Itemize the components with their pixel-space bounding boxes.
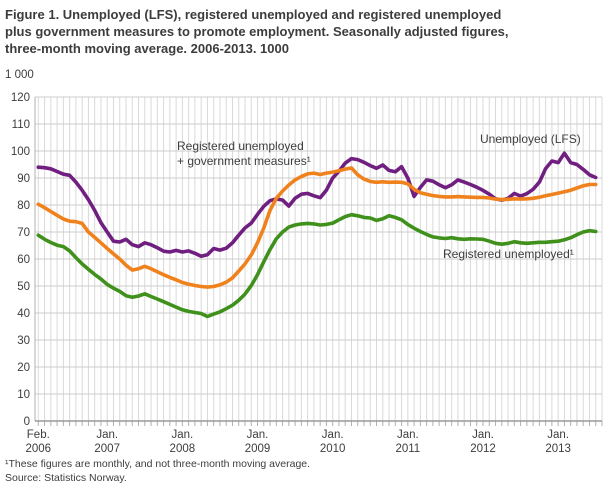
y-axis-tick-label: 80 <box>17 200 30 212</box>
series-label-registered-unemployed: Registered unemployed¹ <box>443 247 574 261</box>
series-label-registered-plus-measures-line2: + government measures¹ <box>177 154 311 168</box>
series-line-registered-plus-measures <box>36 166 598 289</box>
y-axis-tick-label: 10 <box>17 389 30 401</box>
y-axis-tick-label: 120 <box>11 92 30 104</box>
footnote: ¹These figures are monthly, and not thre… <box>5 458 311 470</box>
x-axis-tick-label-month: Jan. <box>96 429 118 441</box>
y-axis-tick-label: 30 <box>17 335 30 347</box>
figure-title: Figure 1. Unemployed (LFS), registered u… <box>5 6 607 57</box>
y-axis-unit-label: 1 000 <box>5 69 34 81</box>
x-axis-tick-label-year: 2006 <box>26 443 52 455</box>
source-note: Source: Statistics Norway. <box>5 472 127 484</box>
y-axis-tick-label: 40 <box>17 308 30 320</box>
y-axis-tick-label: 60 <box>17 254 30 266</box>
x-axis-tick-label-month: Jan. <box>547 429 569 441</box>
x-axis-tick-label-year: 2010 <box>320 443 346 455</box>
x-axis-tick-label-year: 2011 <box>395 443 420 455</box>
x-axis-tick-label-year: 2013 <box>545 443 571 455</box>
x-axis-tick-label-year: 2009 <box>245 443 271 455</box>
figure-title-line-2: plus government measures to promote empl… <box>5 24 509 39</box>
series-line-registered-unemployed <box>36 212 598 319</box>
y-axis-tick-label: 70 <box>17 227 30 239</box>
figure-title-line-1: Figure 1. Unemployed (LFS), registered u… <box>5 7 502 22</box>
series-label-registered-plus-measures-line1: Registered unemployed <box>177 139 304 153</box>
x-axis-tick-label-month: Jan. <box>247 429 269 441</box>
y-axis-tick-label: 0 <box>24 416 30 428</box>
x-axis-tick-label-month: Jan. <box>397 429 419 441</box>
x-axis-tick-label-month: Feb. <box>27 429 50 441</box>
y-axis-tick-label: 50 <box>17 281 30 293</box>
figure-title-line-3: three-month moving average. 2006-2013. 1… <box>5 41 289 56</box>
x-axis-tick-label-year: 2007 <box>94 443 120 455</box>
y-axis-tick-label: 20 <box>17 362 30 374</box>
y-axis-tick-label: 100 <box>11 146 30 158</box>
series-label-registered-plus-measures: Registered unemployed + government measu… <box>177 139 311 169</box>
x-axis-tick-label-month: Jan. <box>171 429 193 441</box>
x-axis-tick-label-year: 2012 <box>470 443 496 455</box>
x-axis-tick-label-month: Jan. <box>472 429 494 441</box>
y-axis-tick-label: 110 <box>12 119 30 131</box>
x-axis-tick-label-month: Jan. <box>322 429 344 441</box>
x-axis-tick-label-year: 2008 <box>170 443 196 455</box>
y-axis-tick-label: 90 <box>17 173 30 185</box>
series-label-unemployed-lfs: Unemployed (LFS) <box>480 132 581 146</box>
